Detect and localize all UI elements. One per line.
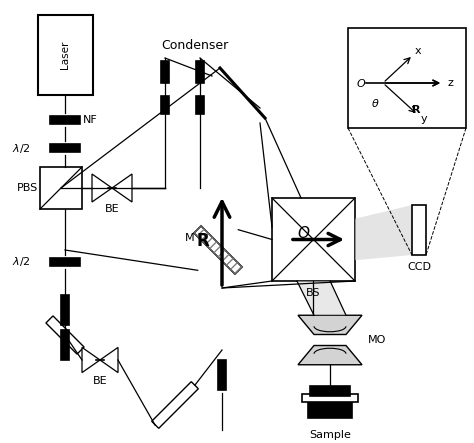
Bar (46, 316, 84, 354)
Bar (194, 226, 242, 274)
Text: $\lambda$/2: $\lambda$/2 (11, 256, 30, 268)
Polygon shape (112, 174, 132, 202)
Text: $O$: $O$ (356, 77, 366, 89)
Bar (50, 116, 80, 124)
Text: Laser: Laser (61, 41, 71, 69)
Text: y: y (421, 114, 428, 124)
Bar (308, 400, 352, 418)
Text: M: M (185, 233, 195, 243)
Text: Sample: Sample (309, 430, 351, 440)
Bar (152, 382, 198, 428)
Text: BE: BE (93, 376, 107, 386)
Bar (40, 167, 82, 209)
Bar (161, 96, 169, 114)
Text: MO: MO (368, 335, 386, 345)
Bar (310, 386, 350, 396)
Polygon shape (355, 205, 412, 260)
Bar (196, 96, 204, 114)
Bar (412, 205, 426, 255)
Text: x: x (415, 46, 422, 56)
Bar (302, 394, 358, 402)
Bar (50, 258, 80, 266)
Bar (38, 15, 93, 95)
Polygon shape (92, 174, 112, 202)
Bar (61, 295, 69, 325)
Bar (348, 28, 466, 128)
Text: Condenser: Condenser (161, 39, 228, 51)
Polygon shape (100, 347, 118, 373)
Polygon shape (297, 281, 346, 315)
Bar (61, 330, 69, 360)
Polygon shape (82, 347, 100, 373)
Bar (50, 144, 80, 152)
Bar (272, 198, 355, 281)
Polygon shape (298, 346, 362, 365)
Text: CCD: CCD (407, 262, 431, 272)
Bar (196, 61, 204, 83)
Polygon shape (298, 315, 362, 334)
Text: NF: NF (83, 115, 98, 125)
Text: $\lambda$/2: $\lambda$/2 (11, 141, 30, 155)
Bar (194, 226, 242, 274)
Text: BE: BE (105, 204, 119, 214)
Text: $O$: $O$ (297, 225, 310, 241)
Text: $\mathbf{R}$: $\mathbf{R}$ (411, 103, 421, 115)
Text: PBS: PBS (17, 183, 38, 193)
Text: $\theta$: $\theta$ (371, 97, 379, 109)
Text: $\mathbf{R}$: $\mathbf{R}$ (196, 232, 210, 250)
Text: z: z (448, 78, 454, 88)
Text: BS: BS (306, 288, 321, 298)
Bar (161, 61, 169, 83)
Bar (218, 360, 226, 390)
